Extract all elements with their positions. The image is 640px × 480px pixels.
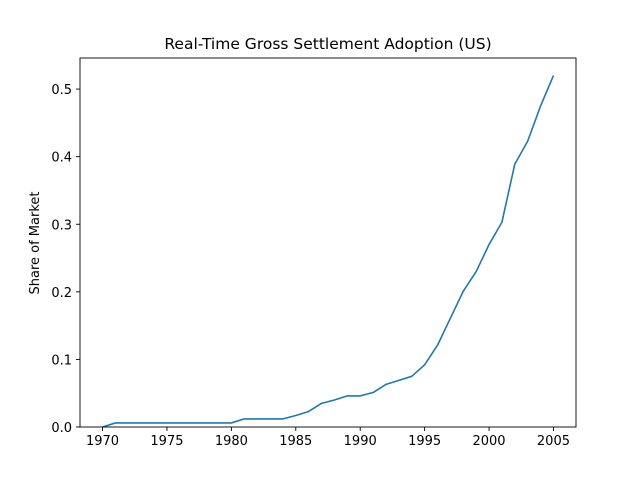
x-tick-label-2005: 2005	[537, 434, 570, 449]
x-tick-label-1990: 1990	[344, 434, 377, 449]
y-tick-label-2: 0.2	[51, 286, 72, 301]
x-tick-label-1975: 1975	[150, 434, 183, 449]
series-line-0	[102, 75, 555, 428]
y-tick-label-5: 0.5	[51, 83, 72, 98]
plot-area: 1970 1975 1980 1985 1990 1995 2000 2005 0.0 0.1 0.…	[51, 57, 577, 449]
plot-frame	[79, 57, 577, 428]
y-tick-label-0: 0.0	[51, 421, 72, 436]
chart-title: Real-Time Gross Settlement Adoption (US)	[164, 35, 491, 53]
y-tick-label-4: 0.4	[51, 151, 72, 166]
x-tick-label-1995: 1995	[408, 434, 441, 449]
y-tick-label-1: 0.1	[51, 353, 72, 368]
y-tick-label-3: 0.3	[51, 218, 72, 233]
x-tick-label-1980: 1980	[215, 434, 248, 449]
x-tick-label-2000: 2000	[472, 434, 505, 449]
x-tick-label-1970: 1970	[86, 434, 119, 449]
x-tick-label-1985: 1985	[279, 434, 312, 449]
y-axis-label: Share of Market	[28, 192, 43, 295]
